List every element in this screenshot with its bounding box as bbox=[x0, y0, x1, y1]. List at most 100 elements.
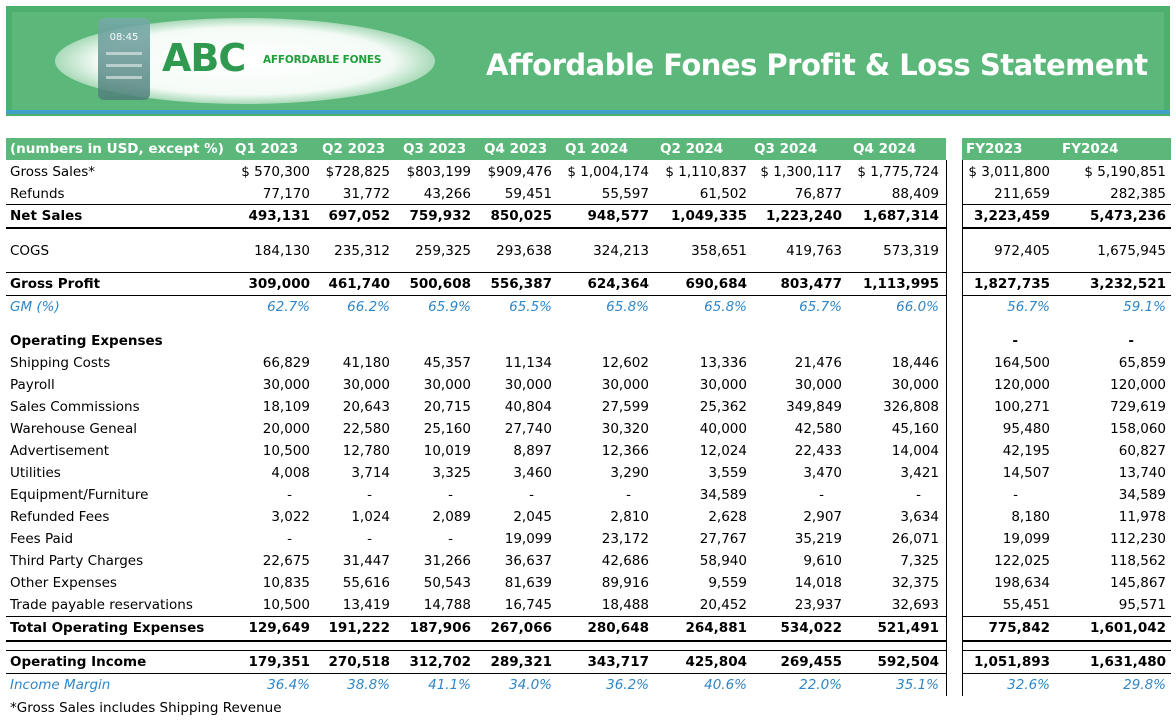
table-cell: 10,500 bbox=[262, 443, 310, 459]
table-cell: 65.8% bbox=[704, 299, 747, 315]
table-cell: 59,451 bbox=[504, 186, 552, 202]
table-cell: 1,827,735 bbox=[973, 276, 1050, 292]
row-label: Refunds bbox=[10, 186, 65, 202]
table-cell: 2,089 bbox=[432, 509, 471, 525]
table-cell: 282,385 bbox=[1110, 186, 1166, 202]
table-cell: 32,693 bbox=[891, 597, 939, 613]
table-cell: 65.8% bbox=[606, 299, 649, 315]
row-label: Payroll bbox=[10, 377, 55, 393]
table-cell: 40,804 bbox=[504, 399, 552, 415]
table-cell: 42,686 bbox=[601, 553, 649, 569]
row-rule bbox=[962, 272, 1171, 273]
table-cell: 3,470 bbox=[803, 465, 842, 481]
table-cell: 41,180 bbox=[342, 355, 390, 371]
row-label: Operating Income bbox=[10, 654, 147, 670]
table-cell: 184,130 bbox=[254, 243, 310, 259]
table-cell: $ 1,004,174 bbox=[567, 164, 649, 180]
table-cell: 9,610 bbox=[803, 553, 842, 569]
table-cell: 187,906 bbox=[409, 620, 472, 636]
table-cell: 312,702 bbox=[409, 654, 472, 670]
table-cell: 3,232,521 bbox=[1089, 276, 1166, 292]
table-cell: 624,364 bbox=[587, 276, 650, 292]
table-cell: 11,978 bbox=[1118, 509, 1166, 525]
row-rule bbox=[6, 640, 946, 642]
table-cell: 88,409 bbox=[891, 186, 939, 202]
fy-inner-border bbox=[962, 160, 963, 696]
table-cell: 45,357 bbox=[423, 355, 471, 371]
row-rule bbox=[962, 673, 1171, 674]
table-cell: 26,071 bbox=[891, 531, 939, 547]
table-cell: 18,488 bbox=[601, 597, 649, 613]
row-rule bbox=[6, 272, 946, 273]
table-cell: 55,451 bbox=[1002, 597, 1050, 613]
table-cell: - bbox=[1128, 333, 1134, 349]
table-cell: 30,000 bbox=[601, 377, 649, 393]
table-cell: 7,325 bbox=[900, 553, 939, 569]
table-cell: 89,916 bbox=[601, 575, 649, 591]
logo-subtext: AFFORDABLE FONES bbox=[263, 54, 382, 66]
table-cell: 36,637 bbox=[504, 553, 552, 569]
table-cell: 326,808 bbox=[883, 399, 939, 415]
table-cell: 10,500 bbox=[262, 597, 310, 613]
table-cell: 95,571 bbox=[1118, 597, 1166, 613]
table-cell: 32,375 bbox=[891, 575, 939, 591]
table-cell: 36.4% bbox=[267, 677, 310, 693]
row-rule bbox=[6, 673, 946, 674]
table-cell: 30,000 bbox=[699, 377, 747, 393]
table-cell: 13,740 bbox=[1118, 465, 1166, 481]
table-cell: 25,362 bbox=[699, 399, 747, 415]
table-cell: $909,476 bbox=[487, 164, 552, 180]
table-cell: 12,024 bbox=[699, 443, 747, 459]
table-cell: 4,008 bbox=[271, 465, 310, 481]
table-cell: 32.6% bbox=[1007, 677, 1050, 693]
table-cell: 2,045 bbox=[513, 509, 552, 525]
table-cell: - bbox=[367, 487, 372, 503]
table-cell: 16,745 bbox=[504, 597, 552, 613]
row-label: Advertisement bbox=[10, 443, 110, 459]
table-cell: 77,170 bbox=[262, 186, 310, 202]
row-label: Sales Commissions bbox=[10, 399, 140, 415]
header-q2-2024: Q2 2024 bbox=[660, 141, 724, 157]
table-cell: 198,634 bbox=[994, 575, 1050, 591]
table-cell: 120,000 bbox=[1110, 377, 1166, 393]
table-cell: 95,480 bbox=[1002, 421, 1050, 437]
table-cell: - bbox=[287, 531, 292, 547]
table-cell: 521,491 bbox=[877, 620, 940, 636]
table-cell: 118,562 bbox=[1110, 553, 1166, 569]
table-cell: 343,717 bbox=[587, 654, 650, 670]
table-cell: $ 3,011,800 bbox=[968, 164, 1050, 180]
table-cell: 30,000 bbox=[504, 377, 552, 393]
table-cell: 1,601,042 bbox=[1089, 620, 1166, 636]
table-cell: 66.0% bbox=[896, 299, 939, 315]
table-cell: 19,099 bbox=[1002, 531, 1050, 547]
table-cell: 30,000 bbox=[342, 377, 390, 393]
table-cell: 27,740 bbox=[504, 421, 552, 437]
footnote: *Gross Sales includes Shipping Revenue bbox=[10, 700, 282, 716]
table-cell: 14,788 bbox=[423, 597, 471, 613]
banner-bottom-border bbox=[6, 110, 1170, 114]
table-cell: $ 570,300 bbox=[241, 164, 310, 180]
row-rule bbox=[6, 616, 946, 617]
table-cell: 66,829 bbox=[262, 355, 310, 371]
table-cell: 1,051,893 bbox=[973, 654, 1050, 670]
table-cell: 21,476 bbox=[794, 355, 842, 371]
table-cell: 556,387 bbox=[490, 276, 553, 292]
table-cell: 40.6% bbox=[704, 677, 747, 693]
table-cell: 280,648 bbox=[587, 620, 650, 636]
row-label: Utilities bbox=[10, 465, 61, 481]
table-cell: 30,000 bbox=[262, 377, 310, 393]
table-cell: 729,619 bbox=[1110, 399, 1166, 415]
table-cell: 30,000 bbox=[891, 377, 939, 393]
phone-icon: 08:45 bbox=[98, 18, 150, 100]
table-cell: 259,325 bbox=[415, 243, 471, 259]
table-cell: - bbox=[367, 531, 372, 547]
row-rule bbox=[6, 204, 946, 205]
table-cell: 10,019 bbox=[423, 443, 471, 459]
table-cell: 803,477 bbox=[780, 276, 843, 292]
table-cell: 112,230 bbox=[1110, 531, 1166, 547]
table-cell: 61,502 bbox=[699, 186, 747, 202]
row-label: Equipment/Furniture bbox=[10, 487, 149, 503]
table-cell: 3,022 bbox=[271, 509, 310, 525]
table-cell: 23,172 bbox=[601, 531, 649, 547]
